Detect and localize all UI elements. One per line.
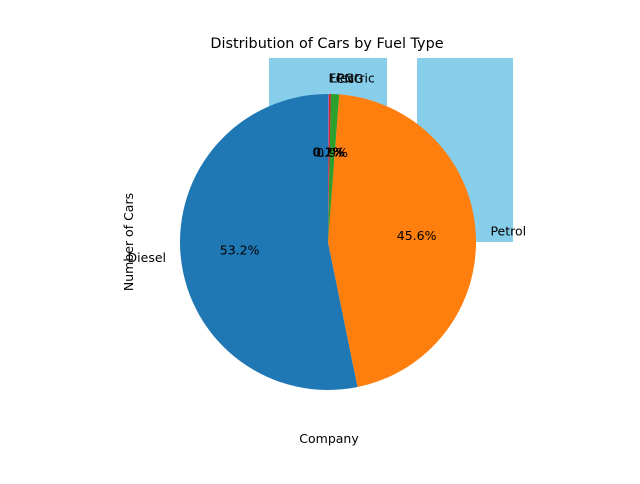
pie-slice-electric: [328, 94, 329, 242]
percentage-label: 0.2%: [313, 145, 345, 160]
pie-slice-diesel: [179, 93, 358, 390]
category-label: Diesel: [128, 250, 166, 265]
percentage-label: 0.9%: [316, 145, 348, 160]
percentage-label: 53.2%: [220, 242, 260, 257]
category-label: Petrol: [490, 223, 526, 238]
category-label: LPG: [330, 71, 354, 86]
percentage-labels: 53.2% 45.6% 0.9%0.2%0.1%: [220, 145, 437, 258]
percentage-label: 0.1%: [312, 145, 344, 160]
pie-slice-petrol: [328, 94, 476, 388]
pie-slices: [179, 93, 476, 390]
x-axis-label: Company: [299, 431, 359, 446]
chart-title: Distribution of Cars by Fuel Type: [210, 36, 443, 52]
pie-slice-lpg: [328, 94, 331, 242]
category-label: CNG: [336, 71, 364, 86]
pie-slice-cng: [328, 94, 340, 242]
y-axis-label: Number of Cars: [121, 193, 136, 291]
percentage-label: 45.6%: [397, 228, 437, 243]
category-label: Electric: [329, 71, 375, 86]
